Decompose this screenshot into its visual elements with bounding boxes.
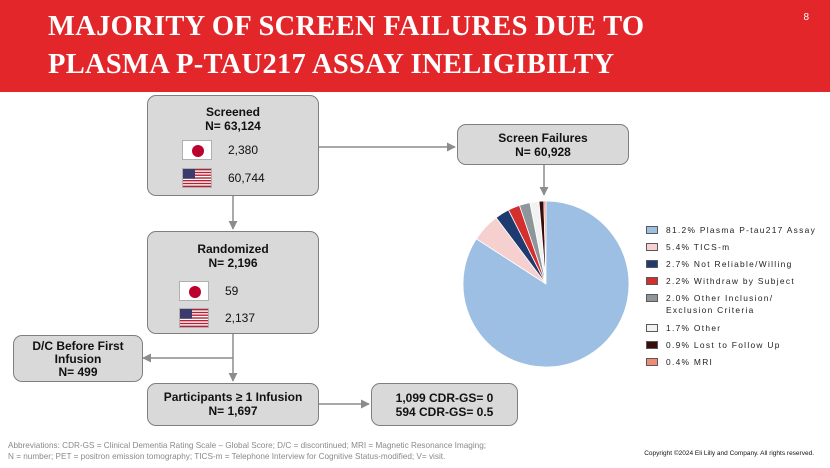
cdr-line2: 594 CDR-GS= 0.5 xyxy=(395,405,494,419)
dc-n: N= 499 xyxy=(58,365,98,379)
legend-label: 1.7% Other xyxy=(666,323,722,333)
footnote-line1: Abbreviations: CDR-GS = Clinical Dementi… xyxy=(8,441,487,450)
screened-usa-count: 60,744 xyxy=(228,171,265,185)
screened-japan-row: 2,380 xyxy=(182,140,332,160)
legend-swatch xyxy=(646,294,658,302)
japan-flag-icon xyxy=(179,281,209,301)
randomized-japan-count: 59 xyxy=(225,284,239,298)
legend-label: 5.4% TICS-m xyxy=(666,242,731,252)
participants-n: N= 1,697 xyxy=(208,404,258,418)
title-banner: MAJORITY OF SCREEN FAILURES DUE TO PLASM… xyxy=(0,0,830,92)
legend-label: 0.9% Lost to Follow Up xyxy=(666,340,781,350)
footnote-line2: N = number; PET = positron emission tomo… xyxy=(8,452,446,461)
usa-flag-icon xyxy=(182,168,212,188)
screen-failures-pie-chart xyxy=(462,200,630,368)
randomized-usa-row: 2,137 xyxy=(179,308,329,328)
copyright-notice: Copyright ©2024 Eli Lilly and Company. A… xyxy=(644,450,814,457)
legend-swatch xyxy=(646,341,658,349)
participants-box: Participants ≥ 1 Infusion N= 1,697 xyxy=(147,383,319,426)
screen-failures-title: Screen Failures xyxy=(498,131,588,145)
legend-swatch xyxy=(646,226,658,234)
screened-japan-count: 2,380 xyxy=(228,143,259,157)
screened-n: N= 63,124 xyxy=(205,119,261,133)
screened-usa-row: 60,744 xyxy=(182,168,332,188)
randomized-title: Randomized xyxy=(197,242,269,256)
page-number: 8 xyxy=(803,12,809,23)
legend-label: 0.4% MRI xyxy=(666,357,714,367)
dc-before-infusion-box: D/C Before First Infusion N= 499 xyxy=(13,335,143,382)
slide-title: MAJORITY OF SCREEN FAILURES DUE TO PLASM… xyxy=(48,11,645,80)
dc-line1: D/C Before First xyxy=(32,339,124,353)
screened-title: Screened xyxy=(205,105,261,119)
legend-label: 2.2% Withdraw by Subject xyxy=(666,276,795,286)
legend-label: 81.2% Plasma P-tau217 Assay xyxy=(666,225,817,235)
cdr-gs-box: 1,099 CDR-GS= 0 594 CDR-GS= 0.5 xyxy=(371,383,518,426)
cdr-line1: 1,099 CDR-GS= 0 xyxy=(395,391,494,405)
randomized-n: N= 2,196 xyxy=(208,256,258,270)
legend-swatch xyxy=(646,324,658,332)
legend-swatch xyxy=(646,277,658,285)
randomized-japan-row: 59 xyxy=(179,281,329,301)
legend-label: 2.7% Not Reliable/Willing xyxy=(666,259,793,269)
screen-failures-box: Screen Failures N= 60,928 xyxy=(457,124,629,165)
screen-failures-n: N= 60,928 xyxy=(515,145,571,159)
randomized-usa-count: 2,137 xyxy=(225,311,256,325)
legend-swatch xyxy=(646,260,658,268)
screened-box: Screened N= 63,124 2,380 60,744 xyxy=(147,95,319,196)
legend-label: 2.0% Other Inclusion/Exclusion Criteria xyxy=(666,293,774,315)
dc-line2: Infusion xyxy=(54,352,102,366)
legend-swatch xyxy=(646,358,658,366)
participants-title: Participants ≥ 1 Infusion xyxy=(163,390,303,404)
usa-flag-icon xyxy=(179,308,209,328)
randomized-box: Randomized N= 2,196 59 2,137 xyxy=(147,231,319,334)
japan-flag-icon xyxy=(182,140,212,160)
abbreviations-footnote: Abbreviations: CDR-GS = Clinical Dementi… xyxy=(8,440,568,462)
legend-swatch xyxy=(646,243,658,251)
pie-slice xyxy=(462,200,630,368)
